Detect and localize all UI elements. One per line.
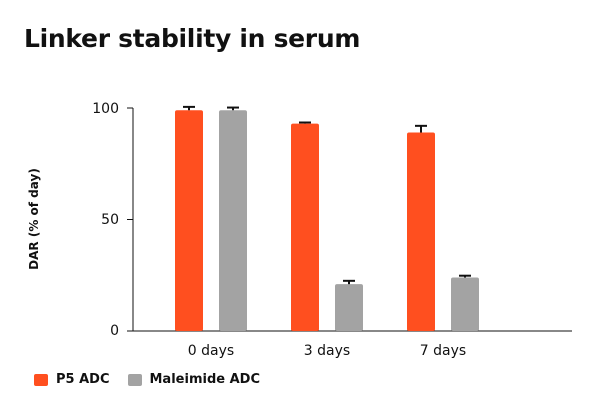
bar-maleimide-adc-0-days — [219, 110, 247, 331]
legend: P5 ADC Maleimide ADC — [34, 372, 278, 387]
legend-item-p5-adc: P5 ADC — [34, 372, 110, 387]
legend-label-maleimide-adc: Maleimide ADC — [149, 372, 260, 387]
legend-swatch-maleimide-adc — [127, 373, 142, 386]
x-tick-labels: 0 days 3 days 7 days — [188, 343, 466, 359]
bar-maleimide-adc-7-days — [451, 277, 479, 331]
bar-p5-adc-7-days — [407, 132, 435, 331]
bar-p5-adc-0-days — [175, 110, 203, 331]
x-tick-label-0-days: 0 days — [188, 343, 234, 359]
y-axis-title: DAR (% of day) — [27, 168, 41, 270]
x-tick-label-3-days: 3 days — [304, 343, 350, 359]
bar-maleimide-adc-3-days — [335, 284, 363, 331]
legend-swatch-p5-adc — [34, 373, 48, 386]
y-tick-label-100: 100 — [92, 101, 119, 117]
bar-p5-adc-3-days — [291, 123, 319, 331]
x-tick-label-7-days: 7 days — [420, 343, 466, 359]
y-axis: 100 50 0 DAR (% of day) — [27, 101, 134, 339]
legend-item-maleimide-adc: Maleimide ADC — [127, 372, 260, 387]
legend-label-p5-adc: P5 ADC — [56, 372, 110, 387]
y-tick-label-50: 50 — [101, 212, 119, 228]
y-tick-label-0: 0 — [110, 323, 119, 339]
bar-group — [175, 105, 479, 331]
chart-title: Linker stability in serum — [24, 24, 361, 53]
